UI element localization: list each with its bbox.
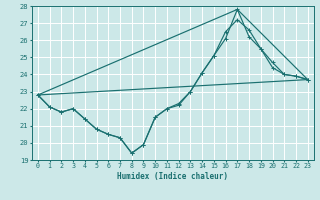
X-axis label: Humidex (Indice chaleur): Humidex (Indice chaleur) bbox=[117, 172, 228, 181]
